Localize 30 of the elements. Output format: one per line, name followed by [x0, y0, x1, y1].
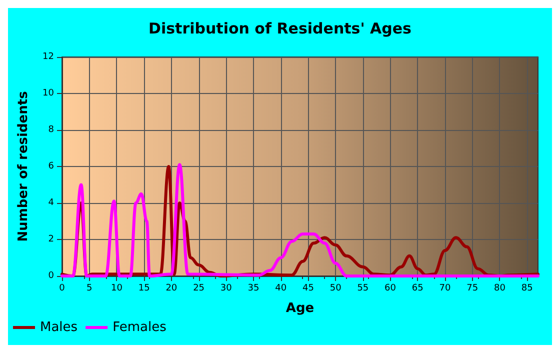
- x-tick-label: 10: [110, 284, 123, 294]
- x-tick-label: 45: [302, 284, 314, 294]
- x-tick-label: 60: [384, 284, 396, 294]
- x-tick-label: 40: [275, 284, 287, 294]
- x-tick-label: 70: [439, 284, 451, 294]
- x-tick-label: 50: [330, 284, 342, 294]
- x-tick-label: 0: [59, 284, 66, 294]
- x-tick-label: 65: [412, 284, 424, 294]
- x-tick-label: 85: [521, 284, 533, 294]
- x-tick-label: 25: [193, 284, 205, 294]
- x-tick-label: 5: [86, 284, 92, 294]
- y-tick-label: 0: [48, 271, 54, 281]
- y-tick-label: 6: [48, 162, 54, 172]
- legend-label: Females: [112, 320, 167, 335]
- legend-label: Males: [40, 320, 78, 335]
- y-axis-title: Number of residents: [16, 90, 31, 242]
- y-tick-label: 8: [48, 125, 54, 135]
- x-tick-label: 15: [138, 284, 150, 294]
- x-tick-label: 35: [248, 284, 260, 294]
- y-tick-label: 2: [48, 234, 54, 244]
- y-tick-label: 4: [48, 198, 54, 208]
- x-tick-label: 20: [166, 284, 178, 294]
- x-tick-label: 80: [494, 284, 506, 294]
- y-tick-label: 10: [42, 88, 54, 98]
- x-tick-label: 30: [220, 284, 232, 294]
- y-tick-label: 12: [42, 52, 54, 62]
- x-axis-title: Age: [286, 301, 314, 316]
- chart-title: Distribution of Residents' Ages: [148, 20, 412, 38]
- x-tick-label: 75: [466, 284, 478, 294]
- x-tick-label: 55: [357, 284, 369, 294]
